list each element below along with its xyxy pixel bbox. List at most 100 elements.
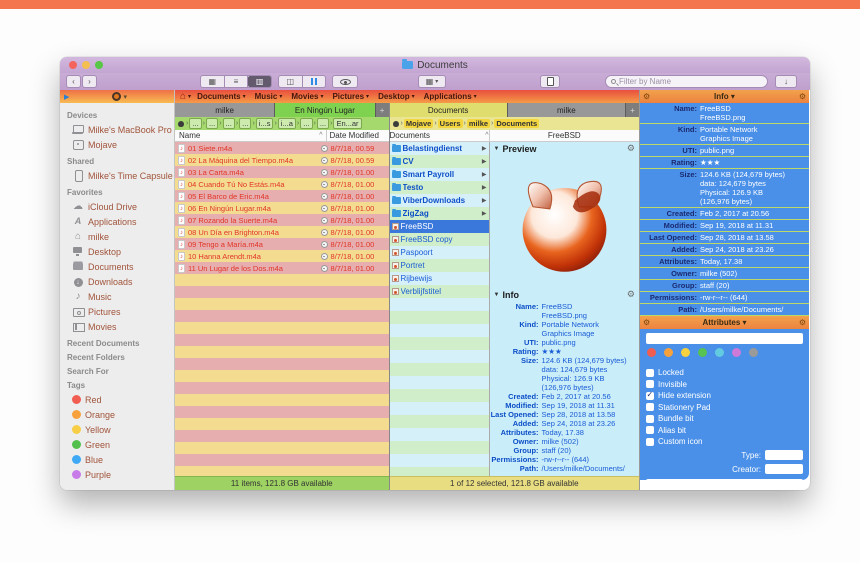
filter-input[interactable] — [619, 77, 762, 86]
record-menu[interactable]: ▾ — [112, 92, 127, 101]
close-button[interactable] — [69, 61, 77, 69]
gear-icon[interactable]: ⚙ — [643, 92, 651, 101]
tag-color-dot[interactable] — [647, 348, 656, 357]
list-item[interactable]: Belastingdienst ▶ — [389, 142, 489, 155]
spotlight-comments-input[interactable] — [646, 479, 803, 480]
list-item[interactable]: CV ▶ — [389, 155, 489, 168]
sidebar-item[interactable]: iCloud Drive — [67, 199, 174, 214]
checkbox-row[interactable]: Invisible — [646, 380, 803, 389]
menu-item[interactable]: Music ▾ — [255, 92, 283, 101]
column-view-button[interactable]: ▥ — [248, 76, 272, 87]
play-icon[interactable]: ▶ — [64, 93, 70, 101]
tab-en-ningun-lugar[interactable]: En Ningún Lugar — [275, 103, 376, 117]
tag-color-dot[interactable] — [715, 348, 724, 357]
file-row[interactable]: ♪ 08 Un Día en Brighton.m4a 8/7/18, 01.0… — [175, 226, 389, 238]
checkbox[interactable] — [646, 403, 654, 411]
breadcrumb[interactable]: ... — [222, 118, 235, 129]
download-button[interactable]: ↓ — [775, 75, 797, 88]
title-bar[interactable]: Documents — [60, 57, 810, 73]
menu-item[interactable]: Movies ▾ — [291, 92, 323, 101]
list-item[interactable]: ViberDownloads ▶ — [389, 194, 489, 207]
menu-item[interactable]: Desktop ▾ — [378, 92, 415, 101]
list-item[interactable]: Portret ▶ — [389, 259, 489, 272]
tab-milke[interactable]: milke — [175, 103, 276, 117]
back-button[interactable]: ‹ — [66, 75, 81, 88]
tag-color-dot[interactable] — [681, 348, 690, 357]
breadcrumb[interactable]: ... — [239, 118, 252, 129]
file-row[interactable]: ♪ 05 El Barco de Eric.m4a 8/7/18, 01.00 — [175, 190, 389, 202]
tag-color-dot[interactable] — [749, 348, 758, 357]
column-documents[interactable]: Documents ^ — [390, 130, 490, 141]
file-row[interactable]: ♪ 03 La Carta.m4a 8/7/18, 01.00 — [175, 166, 389, 178]
new-tab-button[interactable]: + — [626, 103, 639, 117]
creator-input[interactable] — [765, 464, 803, 474]
checkbox[interactable] — [646, 426, 654, 434]
list-item[interactable]: Paspoort ▶ — [389, 246, 489, 259]
sidebar-item[interactable]: Music — [67, 289, 174, 304]
icon-view-button[interactable]: ▦ — [201, 76, 225, 87]
list-view-button[interactable]: ≡ — [225, 76, 249, 87]
section-search-for[interactable]: Search For — [67, 367, 109, 376]
tag-color-dot[interactable] — [698, 348, 707, 357]
menu-item[interactable]: Documents ▾ — [197, 92, 246, 101]
tag-color-dot[interactable] — [664, 348, 673, 357]
sidebar-tag-item[interactable]: Orange — [67, 407, 174, 422]
breadcrumb[interactable]: i...s — [255, 118, 274, 129]
checkbox[interactable] — [646, 390, 654, 400]
file-row[interactable]: ♪ 07 Rozando la Suerte.m4a 8/7/18, 01.00 — [175, 214, 389, 226]
quicklook-button[interactable] — [332, 75, 358, 88]
checkbox-row[interactable]: Hide extension — [646, 390, 803, 400]
file-row[interactable]: ♪ 02 La Máquina del Tiempo.m4a 8/7/18, 0… — [175, 154, 389, 166]
checkbox[interactable] — [646, 368, 654, 377]
dual-pane-button[interactable] — [303, 76, 326, 87]
file-row[interactable]: ♪ 11 Un Lugar de los Dos.m4a 8/7/18, 01.… — [175, 262, 389, 274]
sidebar-item[interactable]: Pictures — [67, 304, 174, 319]
sidebar-tag-item[interactable]: Blue — [67, 452, 174, 467]
coverflow-view-button[interactable]: ◫ — [279, 76, 303, 87]
breadcrumb[interactable]: Users — [437, 119, 463, 128]
gear-icon[interactable]: ⚙ — [643, 318, 651, 327]
sidebar-item[interactable]: Movies — [67, 319, 174, 334]
sidebar-item[interactable]: Mojave — [67, 137, 174, 152]
list-item[interactable]: Verblijfstitel ▶ — [389, 285, 489, 298]
tab-milke[interactable]: milke — [507, 103, 626, 117]
section-recent-folders[interactable]: Recent Folders — [67, 353, 125, 362]
attributes-title[interactable]: Attributes ▾ — [702, 318, 747, 327]
list-item[interactable]: Testo ▶ — [389, 181, 489, 194]
info-header[interactable]: ▼ Info ⚙ — [490, 288, 639, 301]
tab-documents[interactable]: Documents — [389, 103, 508, 117]
file-row[interactable]: ♪ 04 Cuando Tú No Estás.m4a 8/7/18, 01.0… — [175, 178, 389, 190]
sidebar-item[interactable]: Downloads — [67, 274, 174, 289]
new-tab-button[interactable]: + — [375, 103, 389, 117]
breadcrumb[interactable]: i...a — [277, 118, 296, 129]
breadcrumb[interactable]: ... — [189, 118, 202, 129]
sidebar-item[interactable]: Milke's Time Capsule — [67, 168, 174, 183]
sidebar-item[interactable]: Applications — [67, 214, 174, 229]
column-freebsd[interactable]: FreeBSD — [547, 131, 581, 140]
filter-field[interactable] — [605, 75, 768, 88]
sidebar-tag-item[interactable]: Purple — [67, 467, 174, 482]
sidebar-item[interactable]: Documents — [67, 259, 174, 274]
filename-input[interactable] — [646, 333, 803, 344]
breadcrumb[interactable]: ... — [205, 118, 219, 129]
file-row[interactable]: ♪ 09 Tengo a María.m4a 8/7/18, 01.00 — [175, 238, 389, 250]
breadcrumb[interactable]: ... — [300, 118, 313, 129]
gear-icon[interactable]: ⚙ — [626, 143, 635, 153]
checkbox-row[interactable]: Bundle bit — [646, 414, 803, 423]
checkbox-row[interactable]: Alias bit — [646, 426, 803, 435]
sidebar-tag-item[interactable]: Red — [67, 392, 174, 407]
checkbox[interactable] — [646, 380, 654, 388]
list-item[interactable]: ZigZag ▶ — [389, 207, 489, 220]
sidebar-item[interactable]: milke — [67, 229, 174, 244]
gear-icon[interactable]: ⚙ — [798, 318, 806, 327]
sidebar-tag-item[interactable]: Green — [67, 437, 174, 452]
type-input[interactable] — [765, 450, 803, 460]
column-date-modified[interactable]: Date Modified — [329, 131, 379, 140]
list-item[interactable]: FreeBSD copy ▶ — [389, 233, 489, 246]
list-item[interactable]: Rijbewijs ▶ — [389, 272, 489, 285]
breadcrumb[interactable]: milke — [466, 119, 491, 128]
new-document-button[interactable] — [540, 75, 560, 88]
column-name[interactable]: Name ^ — [175, 130, 327, 141]
checkbox[interactable] — [646, 414, 654, 423]
tag-color-dot[interactable] — [732, 348, 741, 357]
